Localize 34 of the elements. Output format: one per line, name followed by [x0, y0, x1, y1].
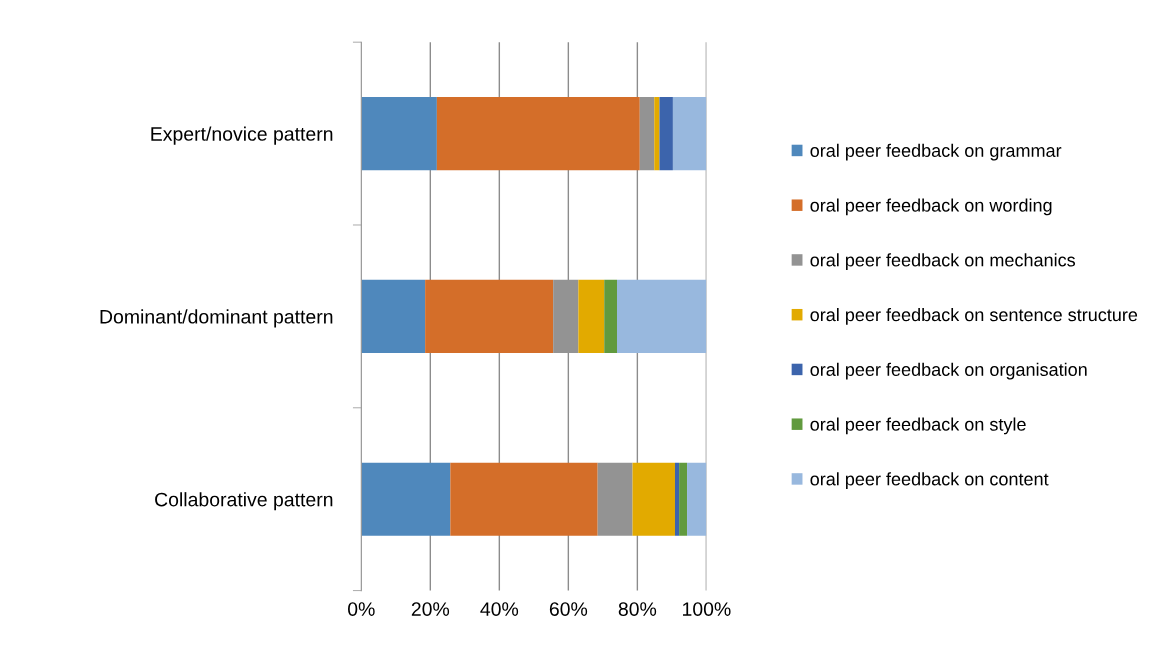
x-tick-label: 20% [411, 602, 450, 616]
bar [604, 279, 617, 353]
x-tick-label: 0% [348, 602, 375, 616]
x-tick-label: 40% [480, 602, 519, 616]
bar [679, 462, 688, 536]
bar [450, 462, 598, 536]
x-tick-label: 100% [683, 602, 731, 616]
bar [425, 279, 554, 353]
legend-label: oral peer feedback on content [810, 472, 1049, 490]
bar [632, 462, 675, 536]
bar [597, 462, 633, 536]
y-tick-label: Expert/novice pattern [151, 126, 333, 145]
x-tick-label: 80% [618, 602, 657, 616]
y-tick-label: Dominant/dominant pattern [100, 309, 333, 328]
legend-label: oral peer feedback on mechanics [810, 253, 1076, 271]
bar [672, 97, 707, 171]
bar [361, 279, 426, 353]
bar [659, 97, 673, 171]
bar [361, 97, 437, 171]
bar [436, 97, 640, 171]
bar [361, 462, 451, 536]
bar [654, 97, 660, 171]
x-tick-label: 60% [549, 602, 588, 616]
y-tick-label: Collaborative pattern [155, 492, 333, 511]
bar [617, 279, 707, 353]
legend-label: oral peer feedback on grammar [810, 143, 1062, 161]
legend-label: oral peer feedback on style [810, 417, 1026, 435]
legend-label: oral peer feedback on wording [810, 198, 1052, 216]
legend-label: oral peer feedback on sentence structure [810, 307, 1138, 325]
bar [674, 462, 680, 536]
legend-label: oral peer feedback on organisation [810, 362, 1087, 380]
bar [687, 462, 707, 536]
bar [578, 279, 605, 353]
bar [639, 97, 655, 171]
